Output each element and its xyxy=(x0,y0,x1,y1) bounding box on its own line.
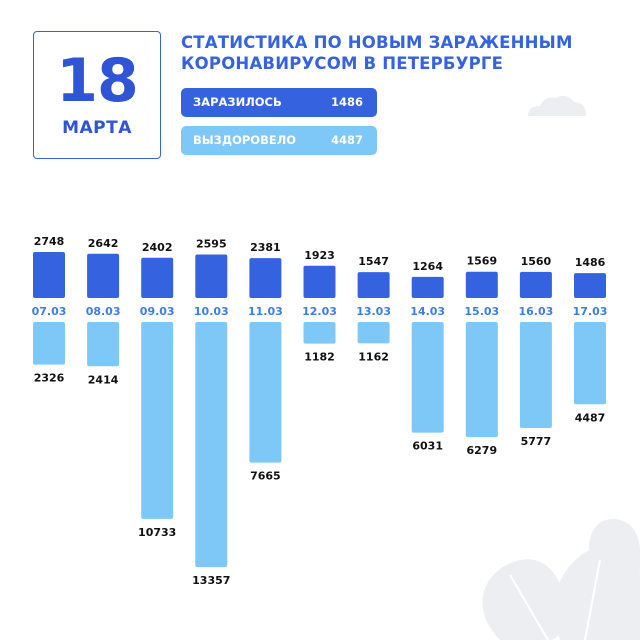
recovered-bar xyxy=(574,322,606,405)
page-title: СТАТИСТИКА ПО НОВЫМ ЗАРАЖЕННЫМ КОРОНАВИР… xyxy=(181,32,621,74)
infected-value-label: 2402 xyxy=(142,241,173,254)
recovered-value: 4487 xyxy=(330,133,363,147)
infected-value-label: 1486 xyxy=(575,256,606,269)
infected-bar xyxy=(303,265,336,298)
recovered-bar xyxy=(519,322,552,428)
date-label: 14.03 xyxy=(410,305,445,318)
infected-bar xyxy=(33,252,65,298)
infected-bar xyxy=(195,254,228,298)
infected-summary: ЗАРАЗИЛОСЬ 1486 xyxy=(181,88,377,117)
date-label: 16.03 xyxy=(519,305,554,318)
date-label: 10.03 xyxy=(194,305,229,318)
title-line-1: СТАТИСТИКА ПО НОВЫМ ЗАРАЖЕННЫМ xyxy=(181,33,573,52)
recovered-value-label: 2414 xyxy=(88,373,119,386)
title-line-2: КОРОНАВИРУСОМ В ПЕТЕРБУРГЕ xyxy=(181,54,504,73)
recovered-bar xyxy=(33,322,65,365)
infected-value-label: 1264 xyxy=(412,260,443,273)
recovered-bar xyxy=(249,322,282,463)
infected-value: 1486 xyxy=(330,95,363,109)
recovered-bar xyxy=(411,322,444,433)
infected-bar xyxy=(411,276,444,298)
recovered-value-label: 6031 xyxy=(412,440,443,453)
recovered-bar xyxy=(465,322,498,438)
infected-bar xyxy=(357,272,390,298)
recovered-value-label: 10733 xyxy=(138,526,176,539)
recovered-bar xyxy=(141,322,174,519)
recovered-bar xyxy=(195,322,228,567)
infected-value-label: 1923 xyxy=(304,249,335,262)
date-label: 11.03 xyxy=(248,305,283,318)
recovered-value-label: 13357 xyxy=(192,574,230,587)
recovered-summary: ВЫЗДОРОВЕЛО 4487 xyxy=(181,126,377,155)
infected-value-label: 2642 xyxy=(88,237,119,250)
recovered-value-label: 7665 xyxy=(250,470,281,483)
date-label: 12.03 xyxy=(302,305,337,318)
recovered-value-label: 1162 xyxy=(358,350,389,363)
recovered-value-label: 4487 xyxy=(575,411,606,424)
date-label: 08.03 xyxy=(86,305,121,318)
recovered-label: ВЫЗДОРОВЕЛО xyxy=(193,133,297,147)
recovered-value-label: 5777 xyxy=(521,435,552,448)
recovered-bar xyxy=(87,322,120,367)
infected-bar xyxy=(87,253,120,298)
infected-bar xyxy=(141,257,174,298)
infected-bar xyxy=(519,271,552,298)
date-month: МАРТА xyxy=(62,118,132,138)
infected-value-label: 1569 xyxy=(466,255,497,268)
infected-value-label: 1560 xyxy=(521,255,552,268)
infected-value-label: 2595 xyxy=(196,238,227,251)
date-label: 17.03 xyxy=(573,305,608,318)
recovered-value-label: 6279 xyxy=(466,444,497,457)
recovered-value-label: 1182 xyxy=(304,351,335,364)
infected-value-label: 2381 xyxy=(250,241,281,254)
date-day: 18 xyxy=(56,46,139,116)
infected-bar xyxy=(249,258,282,298)
date-card: 18 МАРТА xyxy=(33,31,161,159)
date-label: 09.03 xyxy=(140,305,175,318)
infected-value-label: 1547 xyxy=(358,255,389,268)
recovered-value-label: 2326 xyxy=(34,372,65,385)
date-label: 07.03 xyxy=(32,305,67,318)
date-label: 15.03 xyxy=(464,305,499,318)
recovered-bar xyxy=(303,322,336,344)
infected-bar xyxy=(465,271,498,298)
infected-value-label: 2748 xyxy=(34,235,65,248)
infected-bar xyxy=(574,273,606,298)
infected-label: ЗАРАЗИЛОСЬ xyxy=(193,95,282,109)
recovered-bar xyxy=(357,322,390,344)
date-label: 13.03 xyxy=(356,305,391,318)
